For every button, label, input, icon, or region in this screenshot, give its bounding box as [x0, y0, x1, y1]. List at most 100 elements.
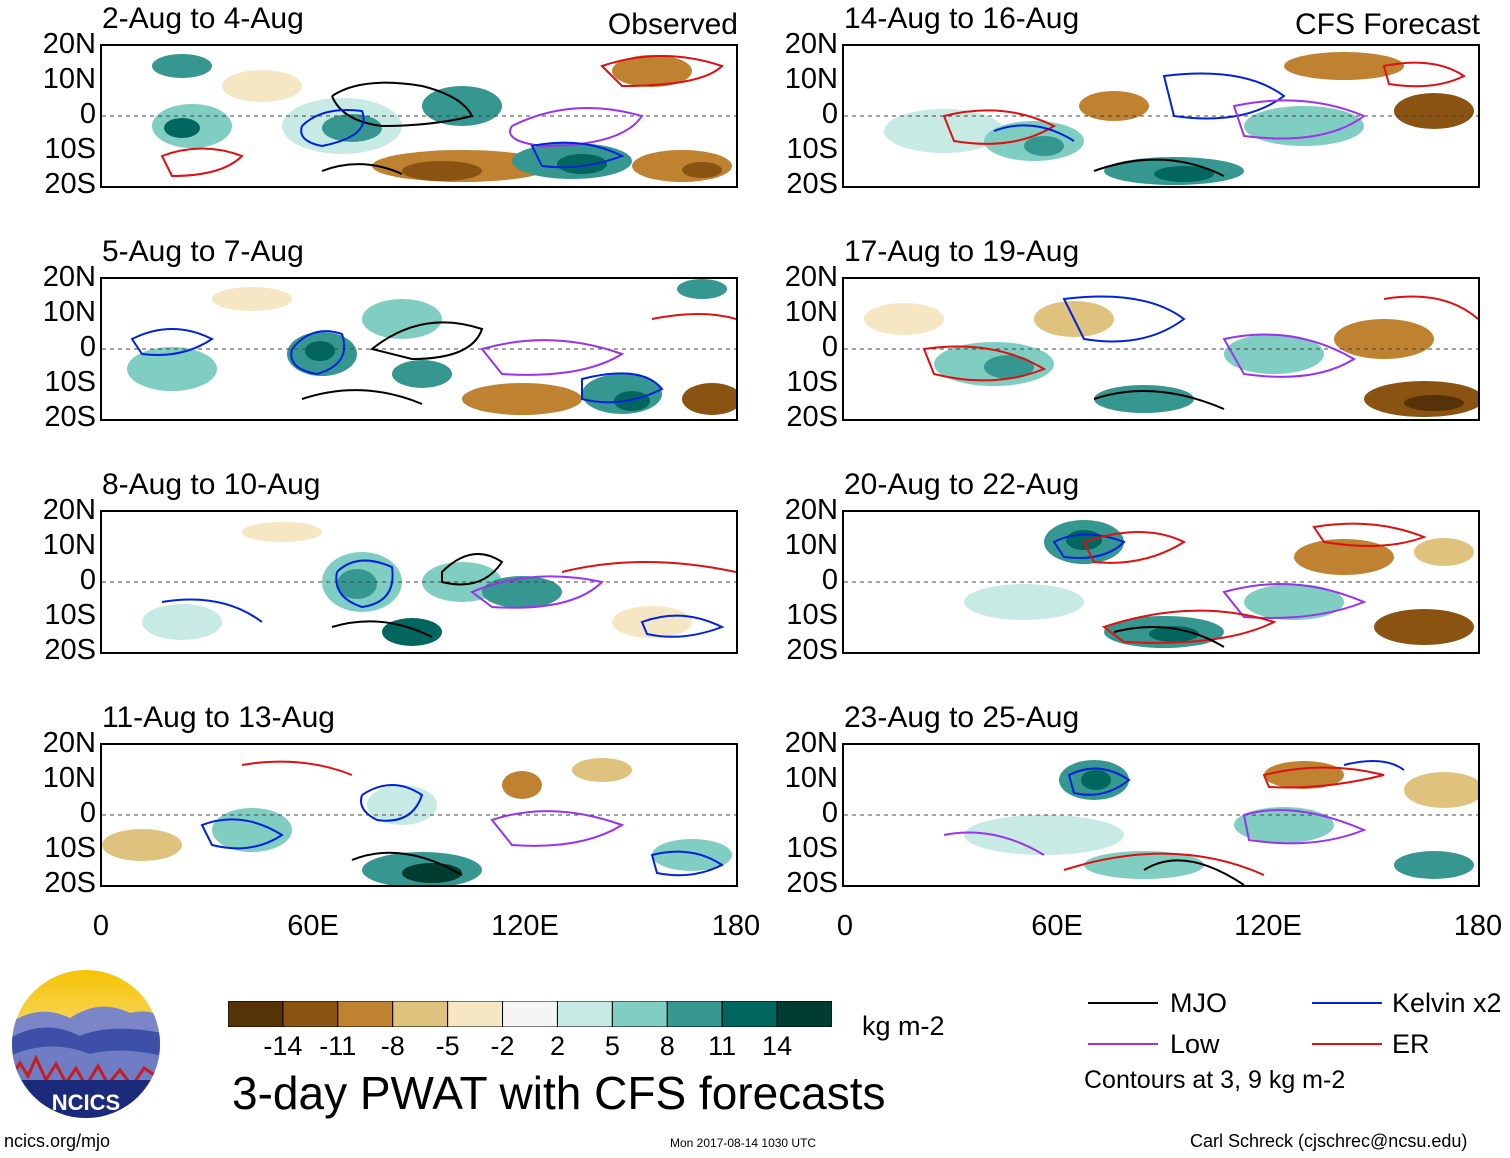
map-field: [844, 52, 1478, 185]
panel-title: 17-Aug to 19-Aug: [844, 235, 1080, 268]
y-tick: 20S: [44, 401, 96, 433]
y-tick: 10N: [784, 762, 838, 794]
y-tick: 20S: [44, 634, 96, 666]
y-tick: 20N: [42, 727, 96, 759]
legend-label-er: ER: [1392, 1029, 1430, 1059]
y-tick: 10N: [42, 762, 96, 794]
colorbar-label: -5: [435, 1031, 460, 1061]
map-panel-2: [842, 44, 1480, 188]
y-tick: 10N: [784, 63, 838, 95]
x-tick: 60E: [287, 910, 339, 942]
panel-title: 8-Aug to 10-Aug: [102, 468, 321, 501]
y-tick: 0: [821, 797, 838, 829]
panel-title: 11-Aug to 13-Aug: [102, 701, 335, 734]
y-tick: 0: [79, 98, 96, 130]
y-tick: 10S: [786, 133, 838, 165]
y-tick: 10S: [44, 599, 96, 631]
y-tick: 20S: [44, 168, 96, 200]
colorbar-label: 2: [549, 1031, 565, 1061]
map-field: [844, 520, 1478, 648]
y-tick: 0: [79, 331, 96, 363]
y-tick: 20N: [784, 727, 838, 759]
colorbar-swatch: [447, 1000, 504, 1028]
panel-title: 2-Aug to 4-Aug: [102, 2, 304, 35]
legend-label-mjo: MJO: [1170, 988, 1227, 1018]
colorbar-label: 14: [762, 1031, 793, 1061]
y-tick: 10N: [42, 63, 96, 95]
colorbar-label: -11: [319, 1031, 357, 1061]
x-tick: 120E: [1234, 910, 1302, 942]
y-tick: 0: [821, 331, 838, 363]
map-panel-4: [842, 277, 1480, 421]
y-tick: 20S: [786, 867, 838, 899]
y-tick: 10S: [44, 366, 96, 398]
colorbar-swatch: [337, 1000, 394, 1028]
map-field: [102, 54, 736, 182]
panel-title: 23-Aug to 25-Aug: [844, 701, 1080, 734]
colorbar-swatch: [666, 1000, 723, 1028]
map-panel-6: [842, 510, 1480, 654]
y-tick: 20N: [784, 261, 838, 293]
colorbar-swatch: [556, 1000, 613, 1028]
x-tick: 180: [711, 910, 761, 942]
colorbar-label: -8: [380, 1031, 405, 1061]
y-tick: 20S: [786, 634, 838, 666]
y-tick: 10S: [786, 366, 838, 398]
map-panel-3: [100, 277, 738, 421]
map-field: [102, 758, 736, 885]
colorbar-swatch: [282, 1000, 339, 1028]
y-tick: 10S: [44, 832, 96, 864]
y-tick: 20N: [42, 261, 96, 293]
legend-label-low: Low: [1170, 1029, 1220, 1059]
panel-tag-forecast: CFS Forecast: [1294, 8, 1480, 41]
map-panel-1: [100, 44, 738, 188]
y-tick: 0: [821, 98, 838, 130]
panel-title: 14-Aug to 16-Aug: [844, 2, 1080, 35]
ncics-logo: NCICS: [10, 968, 162, 1120]
legend-label-kelvin: Kelvin x2: [1392, 988, 1502, 1018]
colorbar-swatches: [227, 1000, 833, 1028]
y-tick: 20S: [44, 867, 96, 899]
colorbar-units: kg m-2: [862, 1011, 945, 1041]
colorbar-swatch: [776, 1000, 833, 1028]
y-tick: 10N: [42, 296, 96, 328]
logo-text: NCICS: [52, 1090, 120, 1115]
y-tick: 20N: [784, 494, 838, 526]
footer-link[interactable]: ncics.org/mjo: [4, 1131, 111, 1151]
colorbar-label: 11: [708, 1031, 737, 1061]
x-tick: 0: [92, 910, 110, 942]
y-tick: 10N: [784, 296, 838, 328]
colorbar-label: -14: [263, 1031, 303, 1061]
colorbar-swatch: [502, 1000, 558, 1028]
legend-swatch-er: [1312, 1043, 1382, 1045]
y-tick: 20N: [784, 28, 838, 60]
footer-timestamp: Mon 2017-08-14 1030 UTC: [670, 1136, 817, 1150]
y-tick: 0: [79, 564, 96, 596]
y-tick: 10N: [784, 529, 838, 561]
map-field: [102, 522, 736, 646]
panel-tag-observed: Observed: [607, 8, 738, 41]
x-tick: 120E: [491, 910, 559, 942]
map-field: [844, 760, 1478, 885]
map-field: [102, 279, 736, 415]
y-tick: 10S: [786, 832, 838, 864]
y-tick: 20N: [42, 28, 96, 60]
y-tick: 20N: [42, 494, 96, 526]
legend-swatch-low: [1088, 1043, 1158, 1045]
panel-title: 5-Aug to 7-Aug: [102, 235, 304, 268]
y-tick: 0: [79, 797, 96, 829]
y-tick: 10S: [44, 133, 96, 165]
y-tick: 20S: [786, 168, 838, 200]
x-tick: 180: [1453, 910, 1503, 942]
y-tick: 10N: [42, 529, 96, 561]
colorbar-swatch: [721, 1000, 778, 1028]
x-tick: 60E: [1031, 910, 1083, 942]
map-panel-7: [100, 743, 738, 887]
colorbar-label: 8: [659, 1031, 675, 1061]
y-tick: 0: [821, 564, 838, 596]
panel-title: 20-Aug to 22-Aug: [844, 468, 1080, 501]
legend-swatch-mjo: [1088, 1002, 1158, 1004]
colorbar: [227, 1000, 833, 1028]
x-tick: 0: [836, 910, 854, 942]
main-title: 3-day PWAT with CFS forecasts: [232, 1067, 886, 1119]
